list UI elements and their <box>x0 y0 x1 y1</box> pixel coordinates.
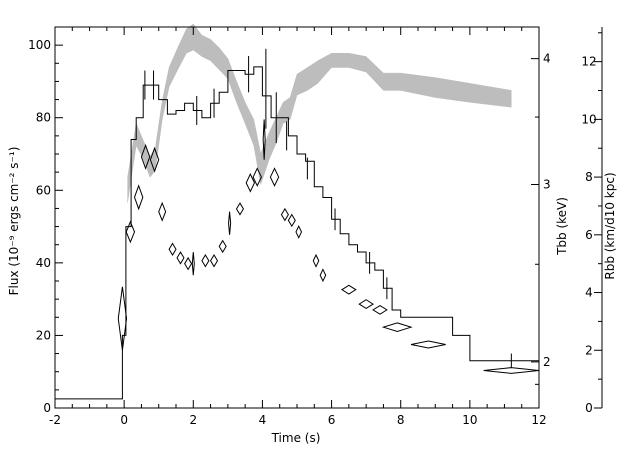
x-tick-label: 12 <box>531 413 546 427</box>
radius-point-29 <box>483 367 540 374</box>
radius-point-19 <box>280 207 289 222</box>
radius-point-10 <box>201 254 210 268</box>
radius-tick-label: 6 <box>585 228 593 242</box>
x-tick-label: 4 <box>259 413 267 427</box>
radius-tick-label: 0 <box>585 401 593 415</box>
radius-tick-label: 8 <box>585 170 593 184</box>
radius-point-24 <box>341 284 357 295</box>
flux-tick-label: 100 <box>28 38 51 52</box>
radius-point-14 <box>235 202 244 216</box>
radius-point-6 <box>168 242 177 256</box>
radius-point-3 <box>140 143 151 170</box>
radius-point-17 <box>262 119 266 160</box>
radius-point-23 <box>319 268 327 283</box>
radius-point-21 <box>295 225 303 239</box>
radius-tick-label: 10 <box>581 112 596 126</box>
x-tick-label: 8 <box>397 413 405 427</box>
temperature-band <box>127 23 512 203</box>
flux-histogram-layer <box>55 48 539 400</box>
temperature-tick-label: 4 <box>543 52 551 66</box>
temperature-tick-label: 2 <box>543 355 551 369</box>
flux-tick-label: 20 <box>36 328 51 342</box>
radius-point-12 <box>218 239 227 254</box>
temperature-axis-title: Tbb (keV) <box>555 197 569 256</box>
radius-point-26 <box>372 304 388 315</box>
radius-axis-title: Rbb (km/d10 kpc) <box>603 172 617 279</box>
radius-tick-label: 12 <box>581 55 596 69</box>
x-tick-label: 10 <box>462 413 477 427</box>
radius-point-2 <box>133 184 144 211</box>
radius-point-8 <box>184 256 193 271</box>
x-axis-title: Time (s) <box>271 431 321 445</box>
axis-labels-layer: Time (s) Flux (10⁻⁹ ergs cm⁻² s⁻¹) Tbb (… <box>7 147 617 445</box>
x-tick-label: 0 <box>120 413 128 427</box>
temperature-tick-label: 3 <box>543 178 551 192</box>
flux-tick-label: 40 <box>36 256 51 270</box>
radius-point-15 <box>245 173 256 193</box>
flux-tick-label: 60 <box>36 183 51 197</box>
x-tick-label: -2 <box>49 413 61 427</box>
radius-point-13 <box>228 211 232 235</box>
flux-tick-label: 80 <box>36 111 51 125</box>
x-tick-label: 6 <box>328 413 336 427</box>
radius-point-9 <box>191 252 195 276</box>
radius-point-16 <box>252 167 262 187</box>
temperature-band-layer <box>127 23 512 203</box>
flux-tick-label: 0 <box>43 401 51 415</box>
radius-point-25 <box>358 299 374 310</box>
radius-point-28 <box>410 340 446 349</box>
radius-points-layer <box>117 119 540 374</box>
radius-point-4 <box>149 146 160 173</box>
radius-point-27 <box>381 322 413 333</box>
x-tick-label: 2 <box>189 413 197 427</box>
radius-point-1 <box>125 220 136 244</box>
radius-point-20 <box>287 213 296 228</box>
radius-point-11 <box>209 254 219 268</box>
flux-histogram-line <box>55 66 539 400</box>
radius-point-7 <box>176 251 185 265</box>
radius-point-5 <box>158 201 167 222</box>
radius-tick-label: 4 <box>585 286 593 300</box>
radius-point-18 <box>269 167 280 187</box>
radius-point-22 <box>312 253 320 268</box>
radius-tick-label: 2 <box>585 343 593 357</box>
flux-axis-title: Flux (10⁻⁹ ergs cm⁻² s⁻¹) <box>7 147 21 296</box>
